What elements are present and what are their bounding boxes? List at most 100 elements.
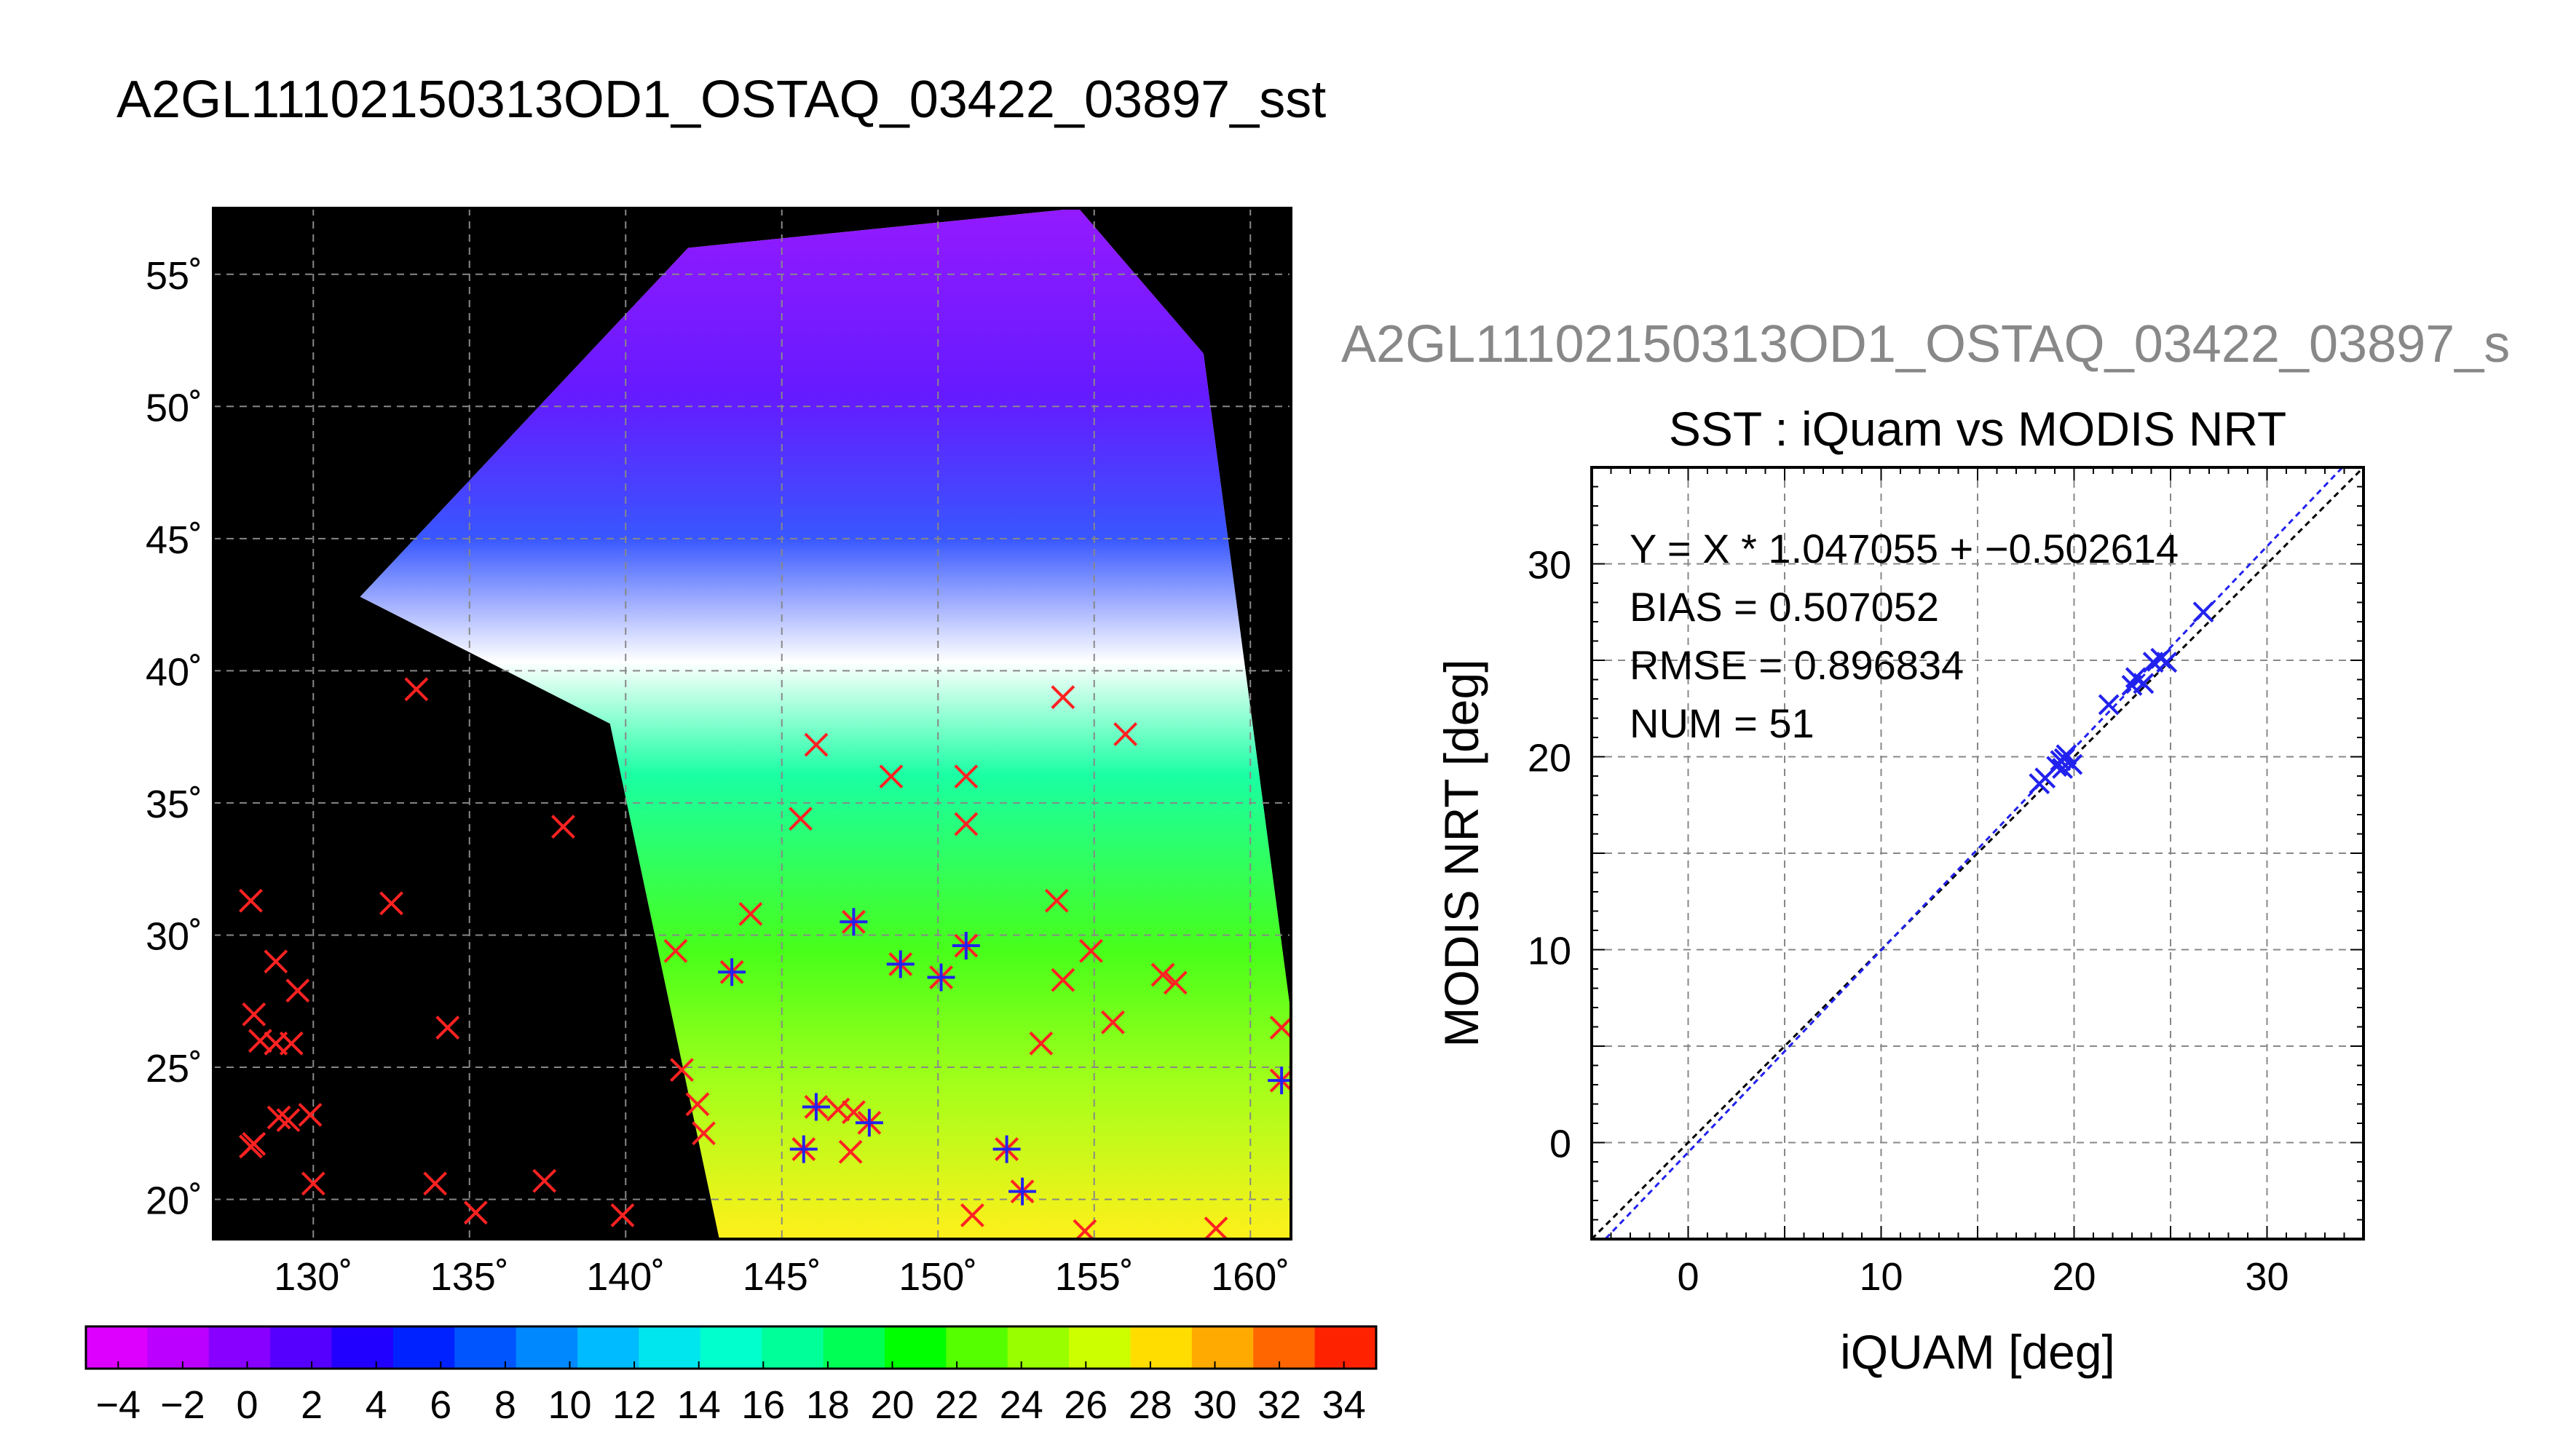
colorbar-label: 6 xyxy=(430,1383,451,1427)
iquam-marker xyxy=(804,732,829,757)
colorbar-label: 4 xyxy=(366,1383,387,1427)
scatter-x-ticks: 0 10 20 30 xyxy=(1677,1255,2289,1299)
map-y-tick-label: 40˚ xyxy=(146,650,202,694)
colorbar-cell xyxy=(1130,1326,1193,1369)
sst-colorbar: −4 −2 0 2 4 6 8 10 12 14 16 18 20 22 24 26 28 30 32 34 xyxy=(84,1325,1378,1427)
scatter-points xyxy=(2029,601,2214,795)
iquam-marker xyxy=(463,1200,488,1225)
map-x-tick-label: 140˚ xyxy=(586,1255,665,1299)
map-x-tick-label: 135˚ xyxy=(430,1255,509,1299)
colorbar-cell xyxy=(577,1326,639,1369)
scatter-point xyxy=(2156,652,2178,673)
colorbar-label: 26 xyxy=(1064,1383,1107,1427)
iquam-marker xyxy=(1044,888,1069,913)
colorbar-cell xyxy=(331,1326,394,1369)
colorbar-label: 24 xyxy=(1000,1383,1043,1427)
colorbar-label: 2 xyxy=(301,1383,323,1427)
map-gridlines xyxy=(213,208,1291,1239)
map-y-tick-label: 50˚ xyxy=(146,386,202,430)
iquam-marker xyxy=(239,1134,263,1159)
fit-stat-line: Y = X * 1.047055 + −0.502614 xyxy=(1630,526,2179,571)
iquam-marker xyxy=(663,938,688,963)
iquam-marker xyxy=(435,1016,460,1040)
scatter-y-ticks: 0 10 20 30 xyxy=(1528,544,1571,1166)
iquam-marker xyxy=(266,1105,291,1130)
colorbar-cell xyxy=(516,1326,578,1369)
iquam-marker xyxy=(1079,938,1103,963)
map-x-tick-label: 150˚ xyxy=(899,1255,977,1299)
colorbar-cell xyxy=(639,1326,701,1369)
scatter-y-tick-label: 0 xyxy=(1549,1123,1571,1166)
iquam-marker xyxy=(285,978,310,1003)
colorbar-cell xyxy=(823,1326,885,1369)
scatter-x-tick-label: 10 xyxy=(1859,1255,1903,1299)
colorbar-label: 12 xyxy=(612,1383,656,1427)
colorbar-cell xyxy=(86,1326,148,1369)
map-x-tick-label: 160˚ xyxy=(1211,1255,1290,1299)
colorbar-cell xyxy=(1191,1326,1254,1369)
colorbar-label: 22 xyxy=(935,1383,979,1427)
scatter-y-tick-label: 20 xyxy=(1528,737,1571,780)
iquam-marker xyxy=(670,1058,694,1083)
scatter-point xyxy=(2098,694,2120,716)
colorbar-cell xyxy=(147,1326,210,1369)
iquam-marker xyxy=(610,1203,635,1227)
map-x-tick-label: 130˚ xyxy=(274,1255,352,1299)
map-x-ticks: 130˚ 135˚ 140˚ 145˚ 150˚ 155˚ 160˚ xyxy=(274,1255,1290,1299)
colorbar-labels: −4 −2 0 2 4 6 8 10 12 14 16 18 20 22 24 26 28 30 32 34 xyxy=(96,1361,1366,1427)
colorbar-label: 28 xyxy=(1129,1383,1172,1427)
scatter-point xyxy=(2192,601,2214,623)
iquam-marker xyxy=(301,1171,325,1196)
sst-field xyxy=(360,208,1291,1239)
iquam-marker xyxy=(1113,722,1138,746)
iquam-marker xyxy=(692,1121,716,1146)
iquam-marker xyxy=(685,1092,710,1117)
iquam-marker xyxy=(1051,968,1075,992)
colorbar-label: 10 xyxy=(548,1383,591,1427)
iquam-marker xyxy=(551,815,575,839)
colorbar-cell xyxy=(946,1326,1008,1369)
iquam-marker xyxy=(264,949,288,974)
iquam-marker xyxy=(1269,1016,1291,1040)
scatter-point xyxy=(2056,744,2077,766)
scatter-y-tick-label: 10 xyxy=(1528,930,1571,973)
colorbar-cell xyxy=(1314,1326,1377,1369)
iquam-marker xyxy=(738,902,763,926)
map-markers xyxy=(239,677,1291,1239)
scatter-title: SST : iQuam vs MODIS NRT xyxy=(1669,402,2286,456)
scatter-x-tick-label: 30 xyxy=(2245,1255,2289,1299)
colorbar-cell xyxy=(270,1326,333,1369)
map-y-tick-label: 45˚ xyxy=(146,518,202,562)
colorbar-label: 20 xyxy=(870,1383,914,1427)
colorbar-label: −4 xyxy=(96,1383,141,1427)
map-y-tick-label: 30˚ xyxy=(146,914,202,958)
fit-stat-line: NUM = 51 xyxy=(1630,700,1814,746)
regression-line xyxy=(1603,467,2345,1239)
iquam-marker xyxy=(842,1100,866,1125)
map-y-tick-label: 25˚ xyxy=(146,1047,202,1091)
scatter-point xyxy=(2052,757,2074,779)
colorbar-cell xyxy=(700,1326,762,1369)
scatter-x-tick-label: 20 xyxy=(2052,1255,2096,1299)
colorbar-cell xyxy=(762,1326,824,1369)
colorbar-label: 16 xyxy=(741,1383,785,1427)
map-y-ticks: 20˚ 25˚ 30˚ 35˚ 40˚ 45˚ 50˚ 55˚ xyxy=(146,254,202,1223)
colorbar-label: 8 xyxy=(494,1383,516,1427)
map-y-tick-label: 35˚ xyxy=(146,783,202,826)
iquam-marker xyxy=(276,1108,301,1133)
iquam-marker xyxy=(1029,1031,1054,1056)
iquam-marker xyxy=(1051,685,1075,710)
iquam-marker xyxy=(404,677,429,702)
map-y-tick-label: 55˚ xyxy=(146,254,202,298)
map-title: A2GL11102150313OD1_OSTAQ_03422_03897_sst xyxy=(117,71,1327,129)
one-to-one-line xyxy=(1592,467,2364,1239)
colorbar-cell xyxy=(884,1326,947,1369)
colorbar-label: 18 xyxy=(806,1383,850,1427)
colorbar-label: 34 xyxy=(1322,1383,1366,1427)
scatter-file-title: A2GL11102150313OD1_OSTAQ_03422_03897_s xyxy=(1341,315,2511,373)
sst-map: 130˚ 135˚ 140˚ 145˚ 150˚ 155˚ 160˚ 20˚ 25˚ 30˚ 35… xyxy=(146,207,1292,1299)
fit-statistics: Y = X * 1.047055 + −0.502614 BIAS = 0.507… xyxy=(1630,526,2179,746)
iquam-marker xyxy=(960,1203,984,1227)
iquam-marker xyxy=(879,764,904,789)
y-axis-label: MODIS NRT [deg] xyxy=(1434,659,1488,1047)
